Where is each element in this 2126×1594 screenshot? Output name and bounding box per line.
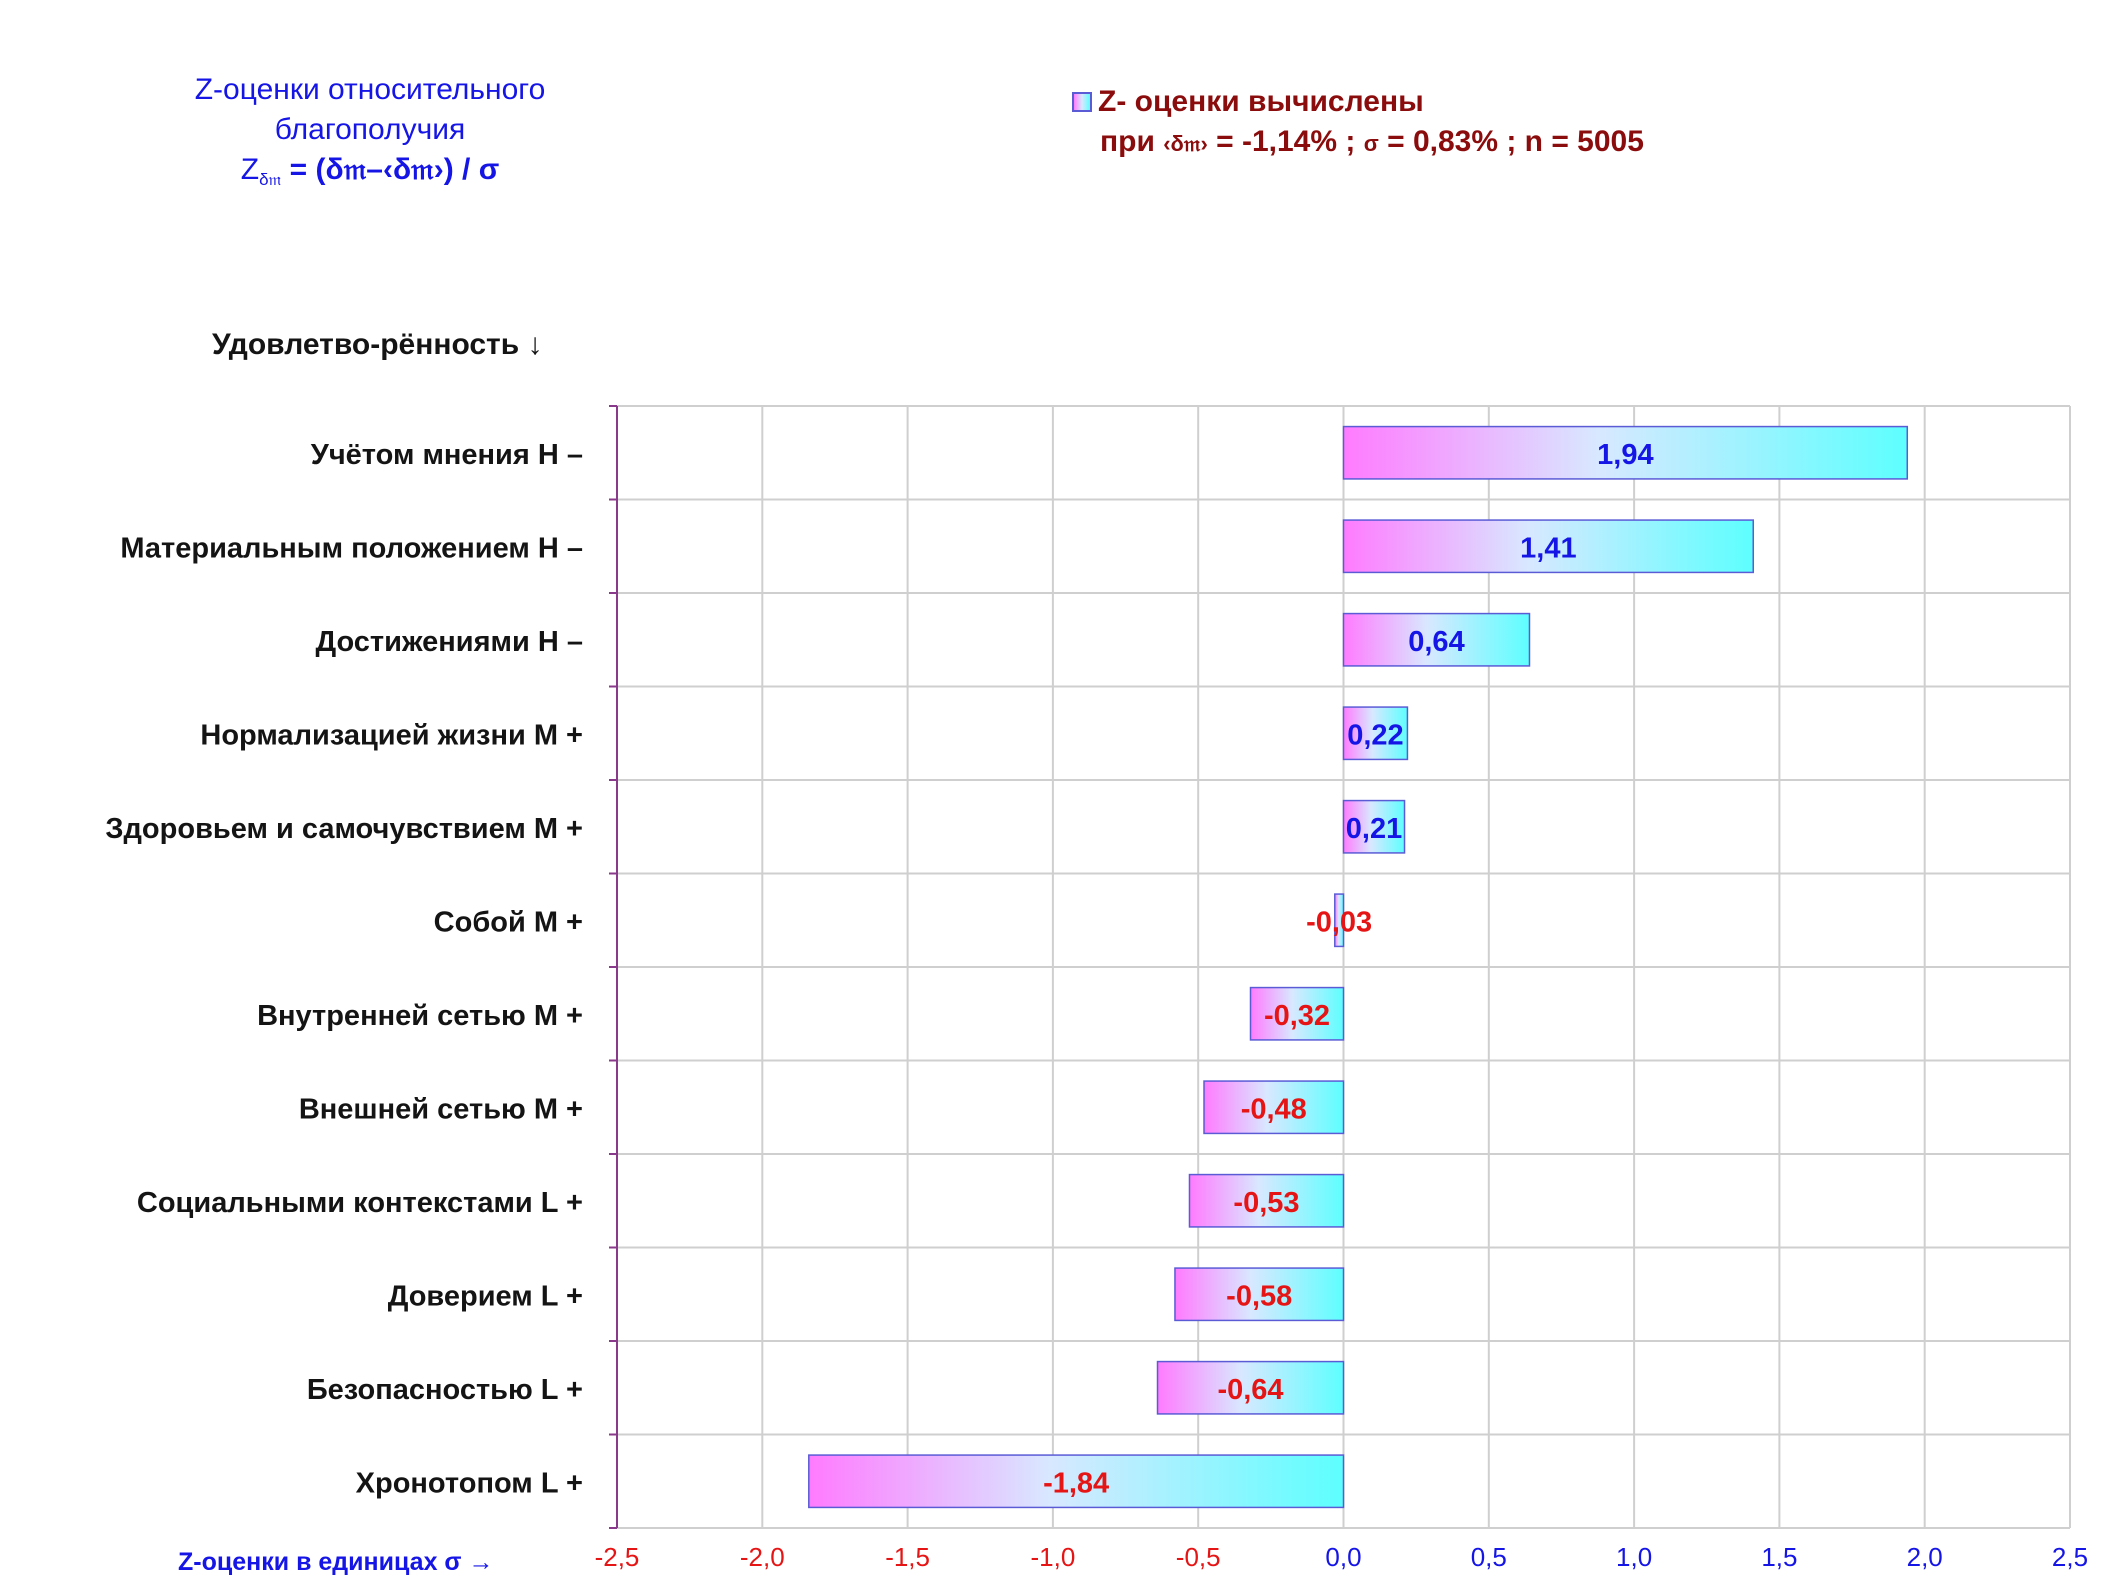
legend-params-rest: = 0,83% ; n = 5005 [1378, 125, 1644, 158]
data-label: -0,58 [1226, 1280, 1292, 1312]
bar [1174, 1267, 1345, 1322]
x-tick-label: 1,5 [1761, 1542, 1797, 1572]
legend-params-prefix: при [1100, 125, 1164, 158]
chart-title-line1: Z-оценки относительного [194, 73, 546, 106]
category-label: Достижениями H – [315, 626, 583, 658]
legend-entry: Z- оценки вычислены [1072, 82, 1644, 122]
category-label: Безопасностью L + [307, 1374, 583, 1406]
chart-title-formula: Zδ𝔪 = (δ𝔪–‹δ𝔪›) / σ [120, 150, 620, 200]
x-tick-label: -0,5 [1176, 1542, 1221, 1572]
category-label: Внешней сетью M + [299, 1093, 583, 1125]
data-label: -0,53 [1233, 1187, 1299, 1219]
category-label: Хронотопом L + [356, 1467, 583, 1499]
legend-sigma-symbol: σ [1363, 131, 1379, 156]
legend-series-label: Z- оценки вычислены [1098, 85, 1424, 118]
x-tick-label: 2,0 [1907, 1542, 1943, 1572]
data-label: -0,48 [1241, 1093, 1307, 1125]
category-label: Внутренней сетью M + [257, 1000, 583, 1032]
chart-title: Z-оценки относительного благополучия Zδ𝔪… [120, 70, 620, 200]
formula-z: Z [240, 153, 260, 186]
category-label: Нормализацией жизни M + [200, 719, 583, 751]
category-label: Собой M + [434, 906, 583, 938]
data-label: 0,64 [1408, 626, 1464, 658]
data-label: -0,03 [1306, 906, 1372, 938]
bar [1249, 986, 1345, 1041]
legend-mean: = -1,14% ; [1207, 125, 1364, 158]
data-label: 1,94 [1597, 439, 1653, 471]
category-label: Материальным положением H – [120, 532, 583, 564]
legend-mean-symbol: ‹δ𝔪› [1163, 131, 1208, 156]
bar [808, 1454, 1345, 1509]
data-label: 0,22 [1347, 719, 1403, 751]
bars [808, 425, 1909, 1509]
x-tick-label: -2,5 [595, 1542, 640, 1572]
legend-params: при ‹δ𝔪› = -1,14% ; σ = 0,83% ; n = 5005 [1072, 122, 1644, 164]
bar [1342, 799, 1406, 854]
chart-title-line2: благополучия [274, 113, 466, 146]
data-label: 1,41 [1520, 532, 1576, 564]
x-tick-label: 1,0 [1616, 1542, 1652, 1572]
formula-rest: = (δ𝔪–‹δ𝔪›) / σ [281, 153, 500, 186]
legend: Z- оценки вычислены при ‹δ𝔪› = -1,14% ; … [1072, 82, 1644, 164]
bar [1188, 1173, 1345, 1228]
grid [616, 405, 2071, 1529]
x-tick-label: -1,5 [885, 1542, 930, 1572]
formula-subscript: δ𝔪 [259, 170, 282, 189]
x-axis-title: Z-оценки в единицах σ → [178, 1548, 494, 1576]
x-tick-label: 0,5 [1471, 1542, 1507, 1572]
bar [1342, 706, 1409, 761]
category-axis-title: Удовлетво-рённость ↓ [212, 328, 543, 361]
data-label: -1,84 [1043, 1467, 1109, 1499]
legend-swatch-icon [1072, 92, 1092, 112]
category-label: Доверием L + [388, 1280, 583, 1312]
bar [1334, 893, 1345, 948]
x-tick-label: -2,0 [740, 1542, 785, 1572]
labels: Учётом мнения H – 1,94 Материальным положе… [105, 439, 2088, 1572]
bar [1342, 425, 1909, 480]
category-label: Здоровьем и самочувствием M + [105, 813, 583, 845]
category-label: Учётом мнения H – [311, 439, 583, 471]
x-tick-label: 2,5 [2052, 1542, 2088, 1572]
bar [1203, 1080, 1345, 1135]
x-tick-label: -1,0 [1030, 1542, 1075, 1572]
category-label: Социальными контекстами L + [137, 1187, 583, 1219]
bar [1342, 519, 1754, 574]
data-label: -0,64 [1217, 1374, 1283, 1406]
bar [1342, 612, 1531, 667]
data-label: 0,21 [1346, 813, 1402, 845]
bar [1156, 1360, 1345, 1415]
data-label: -0,32 [1264, 1000, 1330, 1032]
x-tick-label: 0,0 [1325, 1542, 1361, 1572]
axes [609, 405, 618, 1529]
